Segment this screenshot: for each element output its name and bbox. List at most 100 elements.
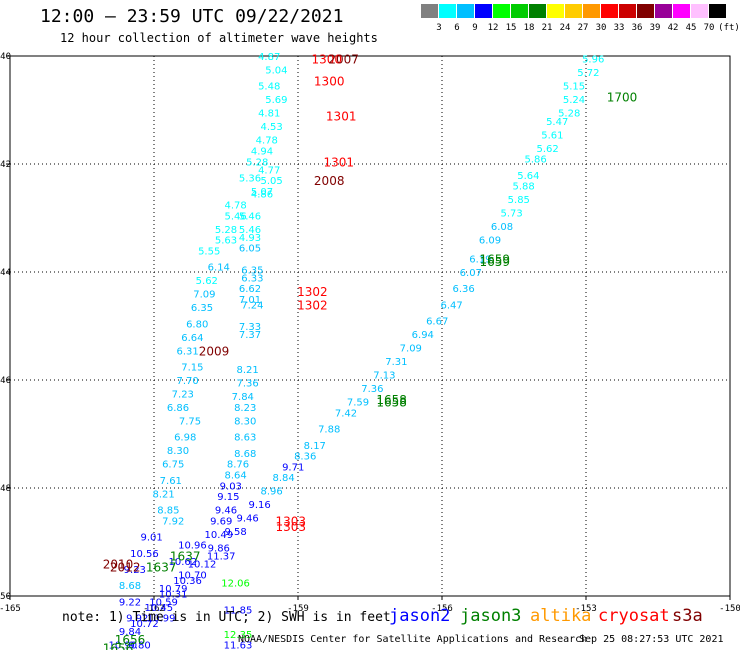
pass-time-label: 1656 bbox=[115, 633, 146, 647]
swh-label: 8.63 bbox=[234, 433, 256, 444]
swh-label: 7.37 bbox=[239, 330, 261, 341]
swh-label: 7.61 bbox=[160, 476, 182, 487]
colorbar-level-label: 27 bbox=[577, 23, 589, 33]
pass-time-label: 1303 bbox=[276, 514, 307, 528]
colorbar-level-label: 36 bbox=[631, 23, 643, 33]
colorbar-level-label: 3 bbox=[436, 23, 442, 33]
swh-label: 4.93 bbox=[239, 233, 261, 244]
swh-label: 8.36 bbox=[294, 452, 316, 463]
swh-label: 7.24 bbox=[241, 300, 263, 311]
swh-label: 10.62 bbox=[168, 557, 197, 568]
swh-label: 6.67 bbox=[426, 317, 448, 328]
swh-label: 9.15 bbox=[217, 492, 239, 503]
swh-label: 5.48 bbox=[258, 82, 280, 93]
swh-label: 5.85 bbox=[508, 195, 530, 206]
swh-label: 7.36 bbox=[361, 384, 383, 395]
swh-label: 10.12 bbox=[188, 560, 217, 571]
swh-label: 9.01 bbox=[140, 533, 162, 544]
pass-time-label: 1303 bbox=[276, 520, 307, 534]
swh-label: 7.75 bbox=[179, 417, 201, 428]
swh-label: 9.92 bbox=[126, 614, 148, 625]
colorbar-level-label: 9 bbox=[472, 23, 478, 33]
swh-label: 7.59 bbox=[347, 398, 369, 409]
colorbar-level-label: 21 bbox=[541, 23, 553, 33]
colorbar-swatch bbox=[475, 4, 493, 18]
swh-label: 6.75 bbox=[162, 460, 184, 471]
swh-label: 8.17 bbox=[304, 441, 326, 452]
pass-time-label: 1302 bbox=[297, 285, 328, 299]
swh-label: 4.77 bbox=[258, 165, 280, 176]
swh-label: 4.81 bbox=[258, 109, 280, 120]
swh-label: 10.59 bbox=[149, 597, 178, 608]
swh-label: 5.69 bbox=[265, 95, 287, 106]
satellite-legend-item: jason3 bbox=[460, 606, 522, 626]
swh-label: 11.37 bbox=[207, 552, 236, 563]
pass-time-label: 1300 bbox=[312, 53, 343, 67]
swh-label: 6.19 bbox=[469, 255, 491, 266]
swh-label: 7.92 bbox=[162, 516, 184, 527]
swh-label: 7.33 bbox=[239, 322, 261, 333]
satellite-legend-item: s3a bbox=[672, 606, 703, 626]
swh-label: 5.36 bbox=[239, 174, 261, 185]
swh-label: 5.28 bbox=[246, 157, 268, 168]
swh-label: 10.49 bbox=[204, 530, 233, 541]
swh-label: 5.73 bbox=[500, 209, 522, 220]
colorbar-level-label: 70 bbox=[703, 23, 715, 33]
swh-label: 8.21 bbox=[236, 365, 258, 376]
swh-label: 5.46 bbox=[239, 225, 261, 236]
swh-label: 6.36 bbox=[452, 284, 474, 295]
swh-label: 5.04 bbox=[265, 66, 287, 77]
swh-label: 11.63 bbox=[224, 641, 253, 650]
swh-label: 6.08 bbox=[491, 222, 513, 233]
swh-label: 10.36 bbox=[173, 576, 202, 587]
colorbar-swatch bbox=[673, 4, 691, 18]
colorbar-swatch bbox=[421, 4, 439, 18]
swh-label: 5.46 bbox=[239, 211, 261, 222]
colorbar-swatch bbox=[565, 4, 583, 18]
pass-time-label: 1659 bbox=[480, 255, 511, 269]
swh-label: 6.35 bbox=[241, 265, 263, 276]
swh-label: 8.96 bbox=[260, 487, 282, 498]
y-tick-label: -40 bbox=[0, 52, 11, 62]
swh-label: 10.31 bbox=[159, 589, 188, 600]
swh-label: 8.30 bbox=[234, 417, 256, 428]
pass-time-label: 1658 bbox=[376, 396, 407, 410]
pass-time-label: 1637 bbox=[146, 560, 177, 574]
swh-label: 10.99 bbox=[147, 614, 176, 625]
swh-label: 12.35 bbox=[224, 630, 253, 641]
colorbar-swatch bbox=[655, 4, 673, 18]
swh-label: 7.09 bbox=[400, 344, 422, 355]
swh-label: 6.05 bbox=[239, 244, 261, 255]
y-tick-label: -50 bbox=[0, 592, 11, 602]
colorbar-level-label: 24 bbox=[559, 23, 571, 33]
swh-label: 10.96 bbox=[178, 541, 207, 552]
swh-label: 7.36 bbox=[236, 379, 258, 390]
y-tick-label: -44 bbox=[0, 268, 11, 278]
swh-label: 9.46 bbox=[236, 514, 258, 525]
swh-label: 6.80 bbox=[186, 319, 208, 330]
swh-label: 5.62 bbox=[196, 276, 218, 287]
swh-label: 10.45 bbox=[144, 603, 173, 614]
units-note: note: 1) Time is in UTC; 2) SWH is in fe… bbox=[62, 610, 391, 625]
swh-label: 5.15 bbox=[563, 82, 585, 93]
colorbar-swatch bbox=[457, 4, 475, 18]
swh-label: 8.23 bbox=[234, 403, 256, 414]
swh-label: 5.86 bbox=[524, 155, 546, 166]
swh-label: 9.46 bbox=[215, 506, 237, 517]
swh-label: 5.07 bbox=[251, 187, 273, 198]
swh-label: 7.31 bbox=[385, 357, 407, 368]
swh-label: 5.28 bbox=[215, 225, 237, 236]
swh-label: 4.78 bbox=[224, 201, 246, 212]
swh-label: 4.94 bbox=[251, 147, 273, 158]
pass-time-label: 2009 bbox=[199, 344, 230, 358]
colorbar-swatch bbox=[529, 4, 547, 18]
swh-label: 9.23 bbox=[124, 565, 146, 576]
swh-label: 6.98 bbox=[174, 433, 196, 444]
x-tick-label: -156 bbox=[431, 604, 453, 614]
footer-organization: NOAA/NESDIS Center for Satellite Applica… bbox=[238, 634, 588, 645]
swh-label: 9.22 bbox=[119, 597, 141, 608]
swh-label: 4.53 bbox=[260, 122, 282, 133]
swh-label: 7.13 bbox=[373, 371, 395, 382]
colorbar-swatch bbox=[583, 4, 601, 18]
swh-label: 5.46 bbox=[224, 211, 246, 222]
